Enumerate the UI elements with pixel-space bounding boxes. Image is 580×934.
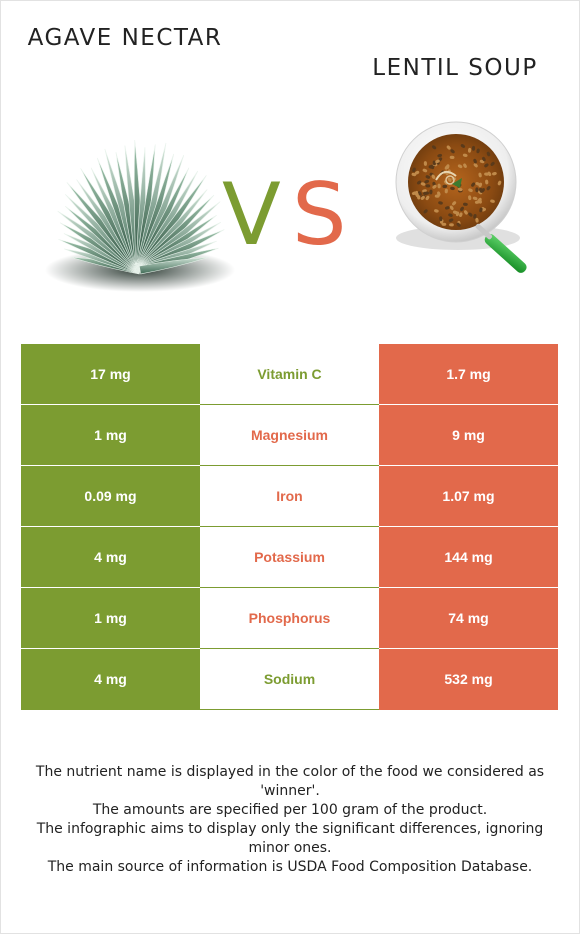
nutrient-name: Potassium xyxy=(200,526,379,588)
right-value: 1.7 mg xyxy=(379,344,558,405)
food-title-right: Lentil soup xyxy=(372,55,538,81)
nutrient-row: 4 mg Potassium 144 mg xyxy=(21,526,558,588)
left-value: 1 mg xyxy=(21,587,200,649)
note-significant-differences: The infographic aims to display only the… xyxy=(36,821,544,856)
right-value: 1.07 mg xyxy=(379,465,558,527)
left-value: 0.09 mg xyxy=(21,465,200,527)
vs-letter-v: V xyxy=(222,165,281,265)
nutrient-name: Phosphorus xyxy=(200,587,379,649)
left-value: 1 mg xyxy=(21,404,200,466)
nutrient-row: 0.09 mg Iron 1.07 mg xyxy=(21,465,558,527)
nutrient-name: Magnesium xyxy=(200,404,379,466)
food-title-left: Agave nectar xyxy=(27,25,223,51)
lentil-soup-bowl-image xyxy=(395,121,527,273)
nutrient-name: Iron xyxy=(200,465,379,527)
vs-letter-s: S xyxy=(292,165,347,265)
nutrient-row: 1 mg Phosphorus 74 mg xyxy=(21,587,558,649)
right-value: 74 mg xyxy=(379,587,558,649)
note-data-source: The main source of information is USDA F… xyxy=(47,859,533,875)
note-per-100g: The amounts are specified per 100 gram o… xyxy=(92,802,488,818)
nutrient-name: Vitamin C xyxy=(200,344,379,405)
nutrient-row: 4 mg Sodium 532 mg xyxy=(21,648,558,710)
left-value: 17 mg xyxy=(21,344,200,405)
agave-plant-image xyxy=(45,139,235,292)
left-value: 4 mg xyxy=(21,648,200,710)
note-winner-color: The nutrient name is displayed in the co… xyxy=(35,764,545,799)
nutrient-row: 17 mg Vitamin C 1.7 mg xyxy=(21,344,558,405)
nutrient-name: Sodium xyxy=(200,648,379,710)
right-value: 9 mg xyxy=(379,404,558,466)
right-value: 532 mg xyxy=(379,648,558,710)
footnotes: The nutrient name is displayed in the co… xyxy=(20,763,560,877)
nutrient-row: 1 mg Magnesium 9 mg xyxy=(21,404,558,466)
left-value: 4 mg xyxy=(21,526,200,588)
right-value: 144 mg xyxy=(379,526,558,588)
comparison-table: 17 mg Vitamin C 1.7 mg 1 mg Magnesium 9 mg 0.0… xyxy=(21,344,558,710)
